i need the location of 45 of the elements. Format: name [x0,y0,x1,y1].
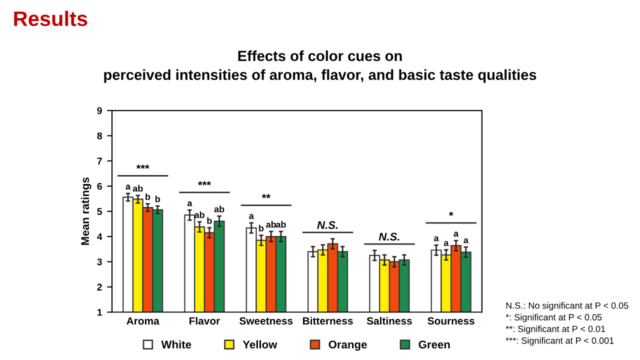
legend-label: Yellow [242,340,278,348]
x-tick-label: Flavor [190,316,220,325]
x-tick-label: Bitterness [303,316,353,325]
data-label: ab [266,221,276,228]
data-label: a [444,241,449,246]
data-label: a [126,184,131,190]
legend-label: White [161,340,192,348]
y-tick-label: 8 [97,132,102,140]
legend-label: Green [418,340,450,348]
annotation: * [448,212,454,216]
data-label: b [259,224,264,232]
y-tick-label: 9 [97,107,102,114]
y-tick-label: 7 [97,158,102,164]
data-label: b [146,193,150,200]
y-axis-title: Mean ratings [80,178,92,245]
data-label: b [155,196,160,202]
annotation: N.S. [317,221,338,230]
chart-title: Results [14,10,88,26]
y-tick-label: 3 [97,258,102,266]
data-label: a [464,238,468,244]
annotation: *** [198,181,211,186]
data-label: a [454,232,459,237]
annotation: N.S. [378,232,400,241]
annotation: *** [136,164,150,169]
data-label: ab [276,221,286,228]
x-tick-label: Sweetness [240,317,293,325]
text: N.S.: No significant at P < 0.05 *: Significant at P < 0.05 **: Significant at P < 0.01 ***: Significant at P < 0.001 [506,302,628,346]
data-label: ab [214,206,224,212]
y-tick-label: 1 [97,308,102,316]
y-tick-label: 4 [97,233,102,240]
data-label: b [207,217,212,224]
data-label: a [187,201,192,206]
x-tick-label: Saltiness [366,316,412,325]
y-tick-label: 2 [97,284,102,290]
x-tick-label: Aroma [126,317,160,325]
data-label: a [434,236,439,242]
data-label: ab [194,211,204,218]
chart-subtitle: Effects of color cues on perceived intensities of aroma, flavor, and basic taste qualities [104,50,536,83]
y-tick-label: 5 [97,208,102,215]
annotation: ** [262,194,270,198]
data-label: a [249,214,254,220]
y-tick-label: 6 [97,182,102,190]
x-tick-label: Sourness [428,317,474,325]
legend-label: Orange [328,340,367,351]
data-label: ab [132,185,143,192]
